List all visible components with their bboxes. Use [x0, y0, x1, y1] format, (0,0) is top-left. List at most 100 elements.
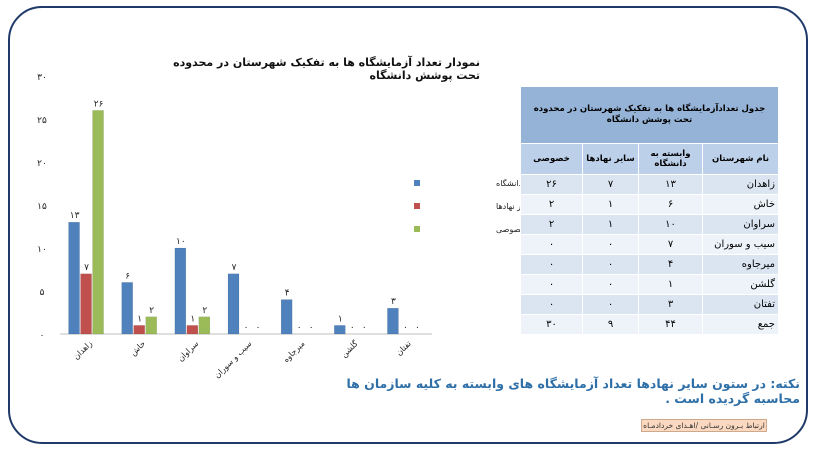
x-tick-label: میرجاوه: [281, 339, 306, 364]
table-cell-city: جمع: [702, 314, 779, 335]
bar-value-label: ۱۰: [176, 237, 186, 247]
table-cell-value: ۱۳: [638, 174, 703, 195]
table-cell-value: ۱: [638, 274, 703, 295]
bar-value-label: ۲۶: [94, 99, 104, 109]
bar-value-label: ۱۳: [70, 211, 80, 221]
table-row: میرجاوه ۴ ۰ ۰: [520, 254, 779, 275]
bar-value-label: ۴: [285, 289, 290, 299]
legend-label-2: خصوصی: [496, 225, 526, 234]
bar-0: [174, 247, 187, 335]
table-cell-value: ۰: [582, 254, 639, 275]
table-cell-value: ۰: [520, 254, 583, 275]
bar-2: [145, 316, 157, 335]
bar-value-label: ۲: [202, 306, 207, 316]
table-row: خاش ۶ ۱ ۲: [520, 194, 779, 215]
table-cell-value: ۲: [520, 194, 583, 215]
bar-value-label: ۷: [232, 263, 237, 273]
table-row: سراوان ۱۰ ۱ ۲: [520, 214, 779, 235]
legend-label-1: سایر نهادها: [496, 202, 533, 211]
table-cell-value: ۰: [520, 294, 583, 315]
table-cell-value: ۹: [582, 314, 639, 335]
y-tick-label: ۱۵: [37, 202, 47, 212]
table-cell-city: میرجاوه: [702, 254, 779, 275]
bar-0: [68, 221, 80, 335]
table-cell-value: ۴۴: [638, 314, 703, 335]
table-row: گلشن ۱ ۰ ۰: [520, 274, 779, 295]
table-cell-value: ۷: [638, 234, 703, 255]
table-caption: جدول تعدادآزمایشگاه ها به تفکیک شهرستان …: [520, 86, 779, 144]
bar-value-label: ۰: [244, 323, 249, 333]
bar-value-label: ۱: [190, 314, 195, 324]
bar-0: [121, 282, 133, 335]
y-tick-label: ۱۰: [37, 245, 47, 255]
x-tick-label: سراوان: [176, 339, 200, 363]
bar-0: [334, 325, 346, 335]
table-header-university: وابسته به دانشگاه: [638, 143, 703, 175]
y-tick-label: ۳۰: [37, 73, 47, 83]
bar-value-label: ۶: [125, 271, 130, 281]
table-cell-value: ۷: [582, 174, 639, 195]
legend-swatch-2: [414, 226, 420, 232]
table-cell-value: ۱: [582, 194, 639, 215]
bar-2: [198, 316, 211, 335]
bar-value-label: ۰: [362, 323, 367, 333]
table-cell-city: گلشن: [702, 274, 779, 295]
bar-2: [92, 110, 104, 335]
chart-title: نمودار تعداد آزمایشگاه ها به تفکیک شهرست…: [173, 56, 480, 82]
x-tick-label: زاهدان: [72, 339, 94, 361]
legend-swatch-0: [414, 180, 420, 186]
x-tick-label: تفتان: [394, 339, 412, 357]
bar-value-label: ۰: [415, 323, 420, 333]
table-cell-city: زاهدان: [702, 174, 779, 195]
table-cell-value: ۶: [638, 194, 703, 215]
table-cell-value: ۰: [582, 274, 639, 295]
bar-0: [280, 299, 293, 335]
source-label: ارتباط بـرون رسـانی /اهـدای خردادمـاه: [641, 419, 767, 432]
x-tick-label: سیب و سوران: [213, 339, 254, 380]
bar-value-label: ۱: [338, 314, 343, 324]
bar-value-label: ۱: [137, 314, 142, 324]
table-row: زاهدان ۱۳ ۷ ۲۶: [520, 174, 779, 195]
bar-value-label: ۰: [297, 323, 302, 333]
table-cell-city: سیب و سوران: [702, 234, 779, 255]
table-cell-value: ۱: [582, 214, 639, 235]
rounded-frame: [8, 6, 808, 444]
footnote: نکته: در ستون سایر نهادها تعداد آزمایشگا…: [346, 376, 800, 406]
bar-value-label: ۰: [350, 323, 355, 333]
bar-value-label: ۷: [84, 263, 89, 273]
table-cell-value: ۰: [582, 294, 639, 315]
table-cell-value: ۰: [520, 274, 583, 295]
table-cell-city: سراوان: [702, 214, 779, 235]
table-cell-value: ۲: [520, 214, 583, 235]
table-header-other: سایر نهادها: [582, 143, 639, 175]
y-tick-label: ۲۰: [37, 159, 47, 169]
bar-0: [227, 273, 240, 335]
y-tick-label: ۵: [40, 288, 45, 298]
table-cell-city: خاش: [702, 194, 779, 215]
table-cell-city: تفتان: [702, 294, 779, 315]
table-header-private: خصوصی: [520, 143, 583, 175]
table-cell-value: ۴: [638, 254, 703, 275]
legend-swatch-1: [414, 203, 420, 209]
data-table: جدول تعدادآزمایشگاه ها به تفکیک شهرستان …: [520, 86, 779, 335]
y-tick-label: ۰: [40, 331, 45, 341]
bar-value-label: ۳: [391, 297, 396, 307]
bar-0: [387, 307, 399, 335]
table-cell-value: ۲۶: [520, 174, 583, 195]
x-tick-label: خاش: [129, 339, 148, 358]
table-cell-value: ۳۰: [520, 314, 583, 335]
table-row: جمع ۴۴ ۹ ۳۰: [520, 314, 779, 335]
table-header-city: نام شهرستان: [702, 143, 779, 175]
table-cell-value: ۳: [638, 294, 703, 315]
table-row: سیب و سوران ۷ ۰ ۰: [520, 234, 779, 255]
bar-value-label: ۰: [309, 323, 314, 333]
y-tick-label: ۲۵: [37, 116, 47, 126]
table-cell-value: ۰: [582, 234, 639, 255]
bar-value-label: ۰: [256, 323, 261, 333]
table-cell-value: ۰: [520, 234, 583, 255]
bar-value-label: ۰: [403, 323, 408, 333]
table-row: تفتان ۳ ۰ ۰: [520, 294, 779, 315]
bar-value-label: ۲: [149, 306, 154, 316]
x-tick-label: گلشن: [339, 338, 360, 359]
